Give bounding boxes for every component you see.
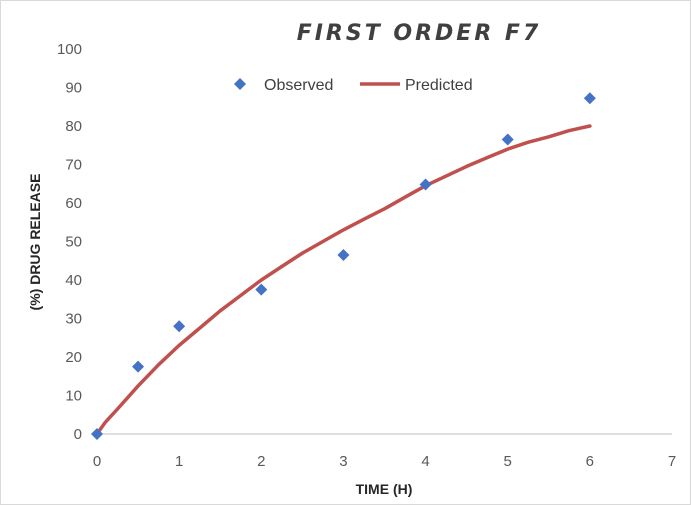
y-tick-label-60: 60 (65, 195, 82, 212)
y-tick-label-40: 40 (65, 272, 82, 289)
x-tick-label-0: 0 (93, 453, 101, 470)
y-axis-title: (%) DRUG RELEASE (27, 174, 43, 311)
y-tick-label-90: 90 (65, 80, 82, 97)
observed-point-1 (132, 360, 145, 373)
x-tick-label-2: 2 (257, 453, 265, 470)
legend: Observed Predicted (234, 77, 473, 94)
plot-marks (91, 92, 596, 440)
y-tick-label-80: 80 (65, 118, 82, 135)
x-axis-title: TIME (H) (356, 481, 413, 497)
legend-observed-label: Observed (264, 77, 333, 94)
observed-point-5 (419, 178, 432, 191)
legend-predicted-label: Predicted (405, 77, 473, 94)
x-tick-label-6: 6 (586, 453, 594, 470)
y-tick-label-50: 50 (65, 234, 82, 251)
x-tick-label-3: 3 (339, 453, 347, 470)
y-tick-label-10: 10 (65, 388, 82, 405)
y-axis-ticks: 0 10 20 30 40 50 60 70 80 90 100 (57, 41, 82, 443)
chart-title: FIRST ORDER F7 (297, 21, 542, 46)
y-tick-label-100: 100 (57, 41, 82, 58)
observed-point-4 (337, 248, 350, 261)
x-tick-label-7: 7 (668, 453, 676, 470)
observed-point-3 (255, 283, 268, 296)
observed-point-7 (583, 92, 596, 105)
x-tick-label-1: 1 (175, 453, 183, 470)
x-tick-label-4: 4 (421, 453, 429, 470)
observed-point-6 (501, 133, 514, 146)
y-tick-label-0: 0 (74, 426, 82, 443)
x-tick-label-5: 5 (504, 453, 512, 470)
y-tick-label-20: 20 (65, 349, 82, 366)
y-tick-label-70: 70 (65, 157, 82, 174)
x-axis-ticks: 0 1 2 3 4 5 6 7 (93, 453, 676, 470)
observed-point-2 (173, 320, 186, 333)
observed-point-0 (91, 428, 103, 440)
legend-observed-marker (234, 78, 246, 90)
predicted-series-line (95, 124, 592, 436)
y-tick-label-30: 30 (65, 311, 82, 328)
